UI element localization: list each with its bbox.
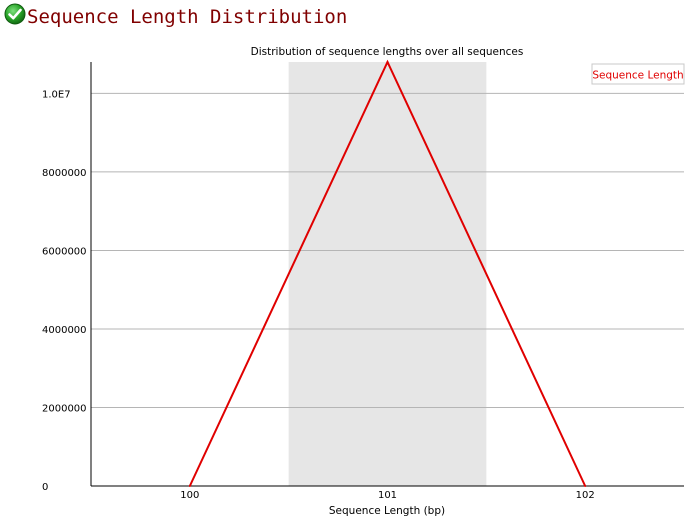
header: Sequence Length Distribution [0,0,690,40]
y-tick-label: 2000000 [42,403,87,414]
y-tick-label: 4000000 [42,325,87,336]
y-tick-label: 6000000 [42,246,87,257]
y-tick-label: 8000000 [42,168,87,179]
page-title: Sequence Length Distribution [27,6,348,28]
x-tick-label: 101 [378,490,397,501]
legend-label: Sequence Length [592,70,683,82]
y-tick-label: 1.0E7 [42,89,71,100]
y-tick-label: 0 [42,482,48,493]
highlight-band [288,62,487,486]
data-point [386,61,389,63]
data-point [584,485,587,487]
x-tick-label: 100 [180,490,199,501]
x-tick-label: 102 [576,490,595,501]
legend-box [591,63,685,85]
data-point [188,485,191,487]
check-circle-icon [4,3,26,25]
x-axis-label: Sequence Length (bp) [329,505,445,517]
chart-title: Distribution of sequence lengths over al… [251,46,524,58]
